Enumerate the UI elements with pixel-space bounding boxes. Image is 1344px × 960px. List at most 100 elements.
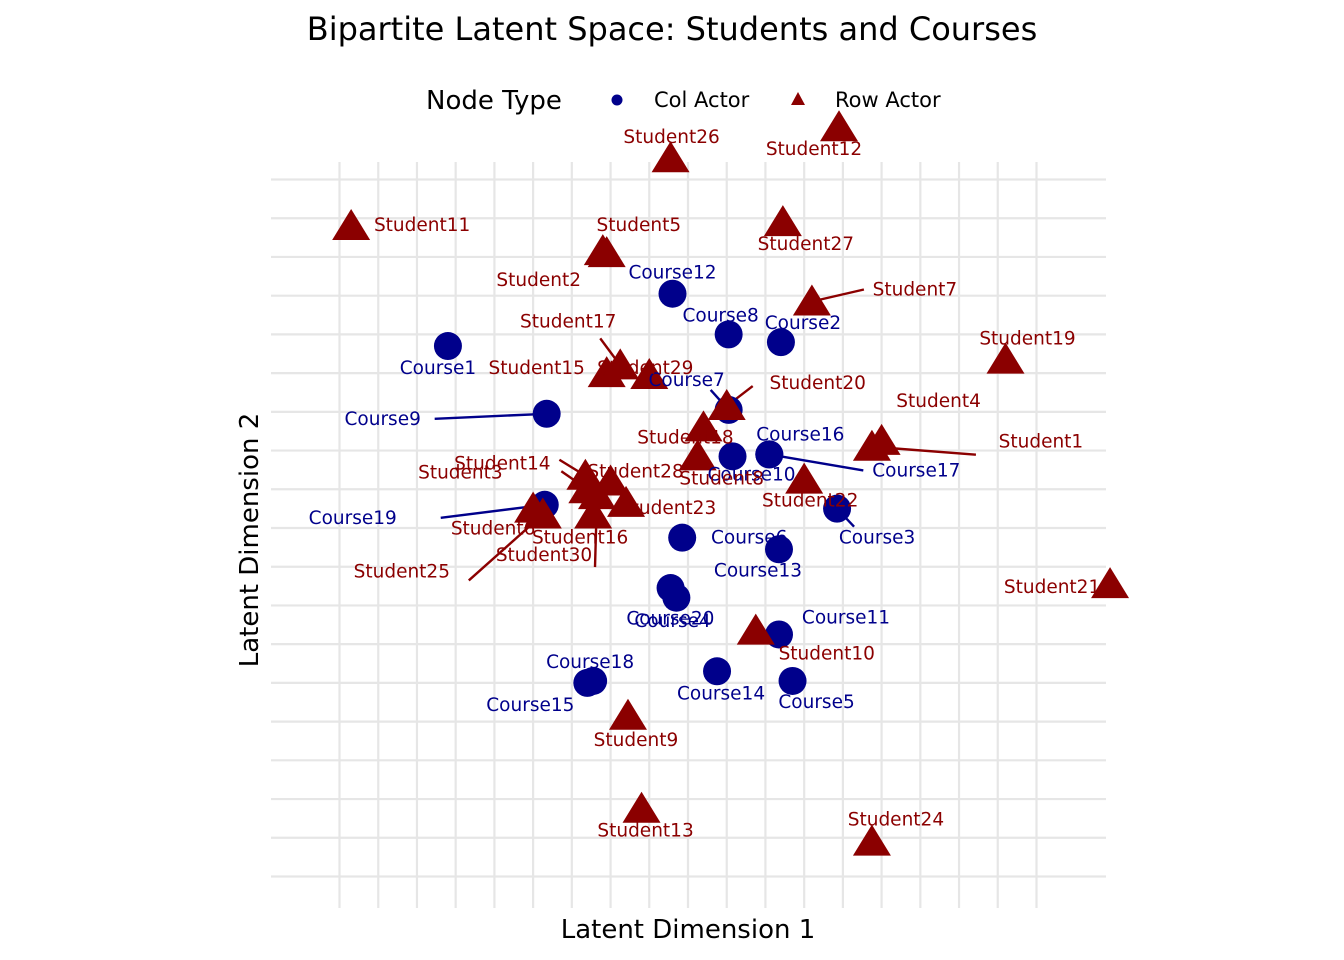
point-student20 [707, 389, 746, 421]
leader-line-course9 [434, 412, 547, 420]
point-student18 [684, 410, 723, 442]
legend-title: Node Type [426, 86, 562, 116]
label-course16: Course16 [756, 424, 844, 445]
leader-line-course17 [769, 453, 864, 472]
x-axis-label: Latent Dimension 1 [561, 915, 816, 945]
label-student5: Student5 [597, 215, 682, 236]
label-student29: Student29 [597, 358, 693, 379]
label-course20: Course20 [626, 609, 714, 630]
point-course14 [703, 657, 732, 686]
label-course6: Course6 [711, 528, 787, 549]
point-labels: Course1 Course2 Course3 Course4 Course5 Cours… [309, 127, 1101, 841]
point-student8 [678, 439, 717, 471]
label-course10: Course10 [707, 464, 795, 485]
point-student25 [523, 497, 562, 529]
label-student25: Student25 [354, 561, 450, 582]
point-student5 [583, 234, 622, 266]
point-course9 [532, 399, 561, 428]
label-student17: Student17 [520, 311, 616, 332]
point-course8 [714, 320, 743, 349]
label-student23: Student23 [620, 498, 716, 519]
legend-col-actor-label: Col Actor [654, 88, 750, 112]
chart-title: Bipartite Latent Space: Students and Cou… [307, 10, 1037, 48]
label-student26: Student26 [623, 127, 719, 148]
legend-col-actor-marker [611, 94, 623, 106]
point-student9 [608, 698, 647, 730]
label-course17: Course17 [872, 460, 960, 481]
point-student27 [763, 205, 802, 237]
legend: Node Type Col Actor Row Actor [426, 86, 941, 116]
label-student15: Student15 [489, 358, 585, 379]
label-student2: Student2 [496, 270, 581, 291]
label-course13: Course13 [714, 560, 802, 581]
legend-row-actor-marker [791, 92, 805, 105]
label-student8: Student8 [679, 468, 764, 489]
point-student23 [607, 485, 646, 517]
label-student27: Student27 [758, 234, 854, 255]
point-student22 [785, 462, 824, 494]
point-course10 [718, 442, 747, 471]
label-student22: Student22 [762, 491, 858, 512]
label-student28: Student28 [587, 462, 683, 483]
point-student30 [578, 478, 617, 510]
point-course20 [662, 583, 691, 612]
point-course12 [658, 279, 687, 308]
label-student12: Student12 [766, 139, 862, 160]
point-course6 [668, 523, 697, 552]
point-student17 [601, 348, 640, 380]
label-course18: Course18 [546, 652, 634, 673]
label-student13: Student13 [597, 821, 693, 842]
label-student7: Student7 [873, 279, 958, 300]
label-student21: Student21 [1004, 577, 1100, 598]
label-course19: Course19 [309, 508, 397, 529]
point-student21 [1091, 567, 1130, 599]
label-student4: Student4 [896, 391, 981, 412]
point-course2 [766, 328, 795, 357]
data-points [332, 110, 1130, 856]
plot-grid [271, 162, 1106, 908]
label-student19: Student19 [979, 329, 1075, 350]
label-student1: Student1 [999, 432, 1084, 453]
point-student13 [622, 791, 661, 823]
label-student16: Student16 [532, 527, 628, 548]
label-student9: Student9 [594, 730, 679, 751]
point-student11 [332, 208, 371, 240]
label-course12: Course12 [628, 263, 716, 284]
point-student10 [736, 613, 775, 645]
label-course7: Course7 [648, 370, 724, 391]
label-course5: Course5 [778, 692, 854, 713]
label-student18: Student18 [637, 427, 733, 448]
point-student4 [862, 423, 901, 455]
label-course1: Course1 [400, 358, 476, 379]
label-course11: Course11 [802, 607, 890, 628]
point-student12 [820, 110, 859, 142]
label-student30: Student30 [496, 545, 592, 566]
label-course15: Course15 [486, 695, 574, 716]
point-student29 [630, 358, 669, 390]
y-axis-label: Latent Dimension 2 [235, 413, 265, 668]
legend-row-actor-label: Row Actor [835, 88, 941, 112]
label-course14: Course14 [677, 683, 765, 704]
point-course3 [823, 494, 852, 523]
label-student20: Student20 [770, 373, 866, 394]
point-student16 [574, 497, 613, 529]
label-student3: Student3 [418, 463, 503, 484]
label-student6: Student6 [451, 519, 536, 540]
label-student10: Student10 [779, 644, 875, 665]
point-course1 [433, 332, 462, 361]
point-course17 [755, 440, 784, 469]
label-course4: Course4 [634, 611, 710, 632]
label-course3: Course3 [839, 528, 915, 549]
point-course18 [579, 666, 608, 695]
label-course2: Course2 [765, 313, 841, 334]
point-student26 [651, 141, 690, 173]
point-student7 [792, 284, 831, 316]
label-student24: Student24 [848, 810, 944, 831]
point-course5 [778, 666, 807, 695]
label-student11: Student11 [374, 215, 470, 236]
label-student14: Student14 [454, 453, 550, 474]
point-student19 [986, 342, 1025, 374]
point-course13 [764, 535, 793, 564]
point-student24 [852, 824, 891, 856]
